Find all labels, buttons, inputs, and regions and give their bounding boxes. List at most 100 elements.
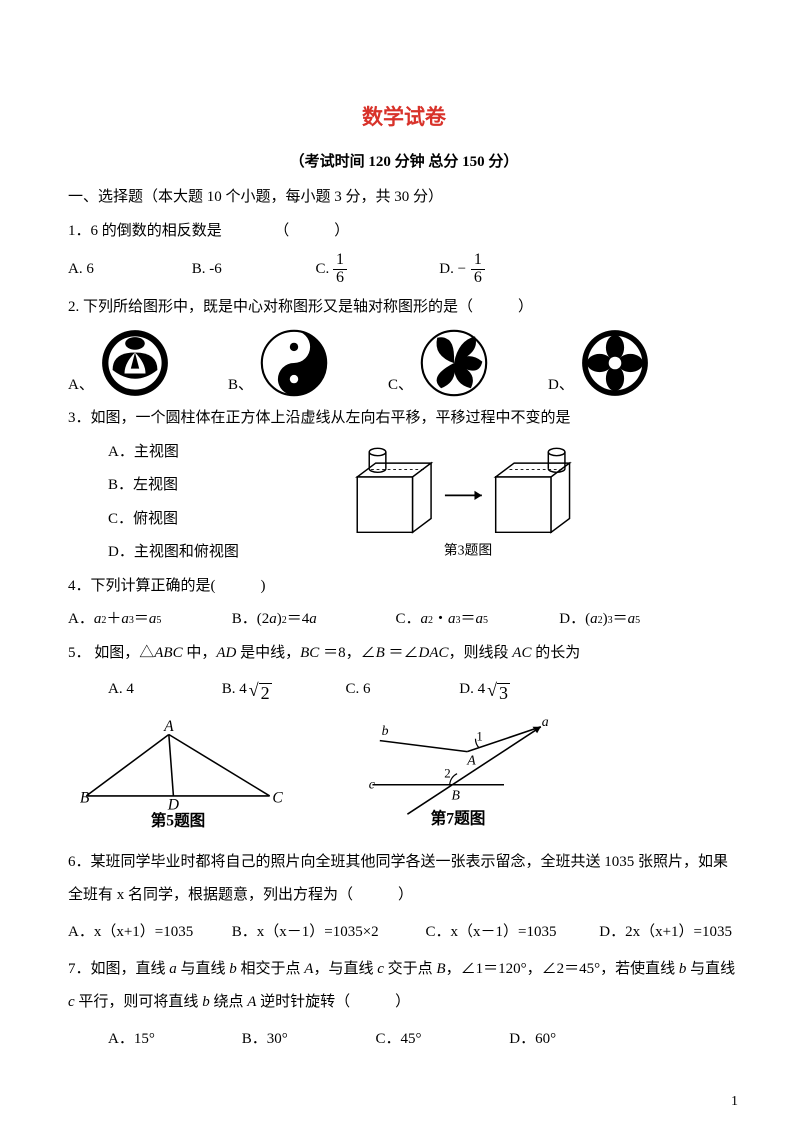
q1-D-prefix: D.	[439, 257, 454, 283]
q5-B-rad: 2	[259, 683, 272, 702]
svg-text:b: b	[382, 723, 389, 738]
q2-C-label: C、	[388, 373, 413, 399]
sqrt-icon: 3	[485, 675, 510, 706]
q5-bc: BC	[300, 645, 319, 661]
q2-D-label: D、	[548, 373, 574, 399]
q5-s1: 5． 如图，△	[68, 645, 154, 661]
q1-D-num: 1	[471, 252, 485, 270]
q5-s5: ＝∠	[385, 645, 419, 661]
q1-C-num: 1	[333, 252, 347, 270]
q1-A: A. 6	[68, 257, 188, 283]
q4-D-pre: D．	[559, 607, 585, 633]
q7-c2: c	[68, 994, 75, 1010]
q7-optA: A．15°	[108, 1027, 238, 1053]
q7-s5: 交于点	[384, 961, 437, 977]
q1-D-neg: −	[458, 257, 466, 283]
q4-C-pre: C．	[396, 607, 421, 633]
triangle-icon: A B C D 第5题图	[68, 718, 288, 828]
q5-s4: ＝8，∠	[319, 645, 375, 661]
q5-stem: 5． 如图，△ABC 中，AD 是中线，BC ＝8，∠B ＝∠DAC，则线段 A…	[68, 641, 740, 667]
q5-B-pre: B. 4	[222, 677, 247, 703]
cube-cylinder-icon: 第3题图	[328, 440, 608, 560]
q7-s9: 绕点	[210, 994, 248, 1010]
q7-s8: 平行，则可将直线	[75, 994, 203, 1010]
q2-A: A、	[68, 328, 228, 398]
svg-text:第7题图: 第7题图	[431, 809, 486, 828]
q7-A2: A	[247, 994, 256, 1010]
q2-A-label: A、	[68, 373, 94, 399]
q1-B: B. -6	[192, 257, 312, 283]
exam-page: 数学试卷 （考试时间 120 分钟 总分 150 分） 一、选择题（本大题 10…	[0, 0, 800, 1132]
lines-angle-icon: b a c 1 A 2 B 第7题图	[358, 713, 558, 828]
q2-options: A、 B、	[68, 328, 740, 398]
q7-b: b	[229, 961, 237, 977]
q3-caption: 第3题图	[444, 541, 492, 557]
q6-stem: 6．某班同学毕业时都将自己的照片向全班其他同学各送一张表示留念，全班共送 103…	[68, 846, 740, 912]
q7-s3: 相交于点	[237, 961, 305, 977]
q4-options: A．a2＋a3＝a5 B．(2a)2＝4a C．a2・a3＝a5 D．(a2)3…	[68, 607, 740, 633]
q1-C: C. 1 6	[316, 252, 436, 287]
q7-s1: 7．如图，直线	[68, 961, 169, 977]
q5-s7: 的长为	[531, 645, 580, 661]
q7-a: a	[169, 961, 177, 977]
q1-C-prefix: C.	[316, 257, 330, 283]
q5-ad: AD	[216, 645, 236, 661]
q3-figure: 第3题图	[328, 440, 608, 570]
q1-stem: 1．6 的倒数的相反数是 （ ）	[68, 219, 740, 245]
q1-C-den: 6	[333, 270, 347, 287]
q5-A: A. 4	[108, 677, 218, 703]
q7-optD: D．60°	[509, 1027, 556, 1053]
q7-Bpt: B	[436, 961, 445, 977]
q5-D: D. 4 3	[459, 675, 510, 706]
q5-figure: A B C D 第5题图	[68, 718, 288, 838]
svg-text:第5题图: 第5题图	[151, 810, 206, 828]
q2-C: C、	[388, 328, 548, 398]
q3-body: A．主视图 B．左视图 C．俯视图 D．主视图和俯视图	[68, 440, 740, 574]
q5-ac: AC	[512, 645, 531, 661]
page-subtitle: （考试时间 120 分钟 总分 150 分）	[68, 150, 740, 176]
propeller-icon	[419, 328, 489, 398]
q7-stem: 7．如图，直线 a 与直线 b 相交于点 A，与直线 c 交于点 B，∠1＝12…	[68, 953, 740, 1019]
svg-text:a: a	[542, 714, 549, 729]
symmetry-figure-a-icon	[100, 328, 170, 398]
svg-text:B: B	[80, 789, 90, 806]
fraction-icon: 1 6	[333, 252, 347, 287]
q6-options: A．x（x+1）=1035 B．x（x－1）=1035×2 C．x（x－1）=1…	[68, 920, 740, 946]
q7-s6: ，∠1＝120°，∠2＝45°，若使直线	[446, 961, 679, 977]
sqrt-icon: 2	[247, 675, 272, 706]
q7-options: A．15° B．30° C．45° D．60°	[108, 1027, 740, 1053]
q4-stem: 4．下列计算正确的是( )	[68, 574, 740, 600]
q3-D: D．主视图和俯视图	[108, 540, 328, 566]
svg-text:A: A	[163, 718, 174, 735]
q4-B: B．(2a)2＝4a	[232, 607, 392, 633]
q5-s3: 是中线，	[236, 645, 300, 661]
fraction-icon: 1 6	[471, 252, 485, 287]
q5-D-pre: D. 4	[459, 677, 485, 703]
svg-text:c: c	[369, 777, 375, 792]
q3-stem: 3．如图，一个圆柱体在正方体上沿虚线从左向右平移，平移过程中不变的是	[68, 406, 740, 432]
q7-b3: b	[202, 994, 210, 1010]
q7-s7: 与直线	[686, 961, 735, 977]
q3-C: C．俯视图	[108, 507, 328, 533]
svg-text:A: A	[466, 753, 476, 768]
svg-text:2: 2	[444, 767, 450, 781]
q6-C: C．x（x－1）=1035	[426, 920, 596, 946]
q5-C: C. 6	[346, 677, 456, 703]
q7-c: c	[377, 961, 384, 977]
q4-B-pre: B．	[232, 607, 257, 633]
q7-optB: B．30°	[242, 1027, 372, 1053]
page-title: 数学试卷	[68, 100, 740, 136]
q7-optC: C．45°	[376, 1027, 506, 1053]
svg-text:D: D	[167, 797, 180, 814]
q6-B: B．x（x－1）=1035×2	[232, 920, 422, 946]
q5-s2: 中，	[183, 645, 217, 661]
four-petal-icon	[580, 328, 650, 398]
q6-D: D．2x（x+1）=1035	[599, 920, 732, 946]
q5-D-rad: 3	[497, 683, 510, 702]
q7-figure: b a c 1 A 2 B 第7题图	[358, 713, 558, 838]
svg-text:1: 1	[476, 730, 482, 744]
section-header: 一、选择题（本大题 10 个小题，每小题 3 分，共 30 分）	[68, 185, 740, 211]
page-number: 1	[731, 1090, 738, 1114]
q5-b: B	[376, 645, 385, 661]
q5-B: B. 4 2	[222, 675, 342, 706]
